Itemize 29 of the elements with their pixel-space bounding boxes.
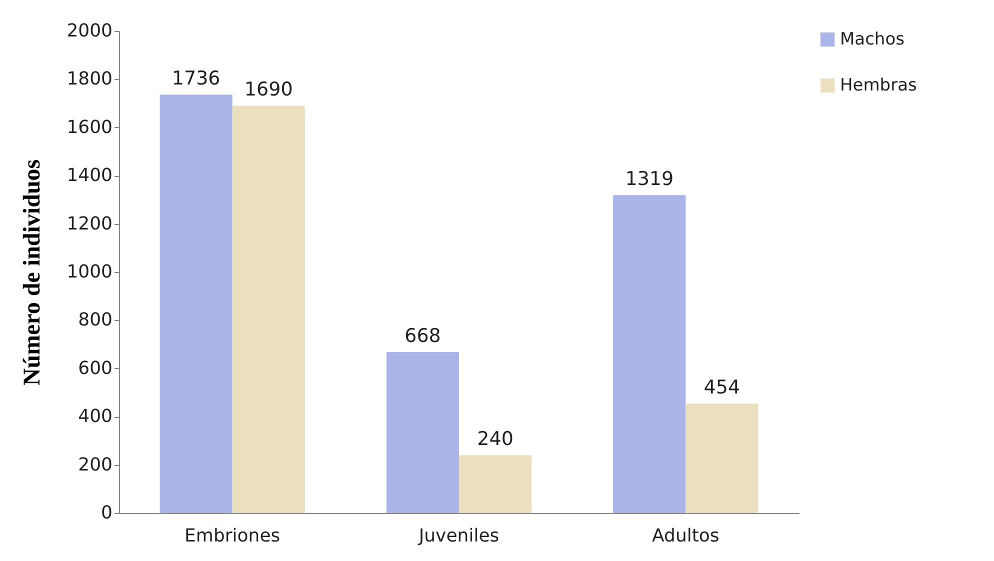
data-label: 454 (704, 376, 740, 399)
bar (232, 106, 305, 513)
y-tick-label: 400 (78, 406, 112, 428)
y-tick-label: 800 (78, 310, 112, 331)
bar (613, 195, 686, 513)
data-label: 1319 (625, 168, 674, 190)
bar (686, 404, 758, 513)
x-tick-label: Adultos (652, 526, 720, 546)
legend-label: Hembras (840, 76, 917, 96)
legend-label: Machos (840, 30, 905, 50)
data-label: 668 (404, 325, 441, 348)
y-tick-label: 1200 (66, 213, 112, 234)
bar (459, 455, 532, 513)
data-label: 1736 (172, 68, 220, 90)
bar (160, 94, 232, 513)
y-axis-title: Número de individuos (20, 159, 46, 386)
y-tick-label: 200 (78, 454, 112, 476)
bar (386, 352, 459, 513)
x-tick-label: Juveniles (418, 526, 500, 546)
y-tick-label: 1800 (66, 68, 112, 90)
x-tick-label: Embriones (184, 526, 280, 546)
y-tick-label: 0 (101, 502, 112, 524)
data-label: 1690 (244, 78, 293, 101)
y-tick-label: 1600 (66, 116, 112, 138)
y-tick-label: 1400 (66, 165, 112, 186)
data-label: 240 (477, 428, 514, 450)
y-tick-label: 1000 (66, 262, 112, 282)
y-tick-label: 2000 (66, 20, 112, 42)
y-tick-label: 600 (78, 358, 112, 379)
